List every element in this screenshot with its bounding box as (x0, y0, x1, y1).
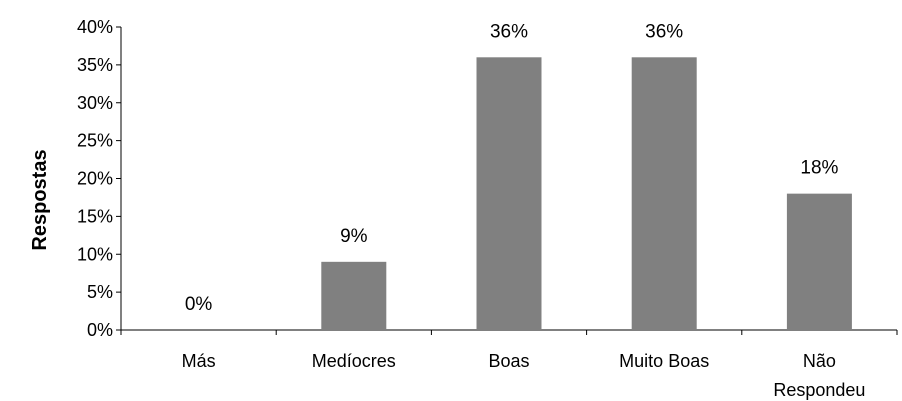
category-label: Boas (488, 351, 529, 371)
bar (321, 261, 387, 330)
bar (786, 193, 852, 330)
y-tick-label: 5% (87, 282, 113, 302)
y-axis-title-group: Respostas (29, 149, 51, 250)
y-axis-title: Respostas (29, 149, 51, 250)
y-tick-label: 35% (77, 55, 113, 75)
y-tick-label: 20% (77, 169, 113, 189)
bars (321, 57, 852, 331)
bar (631, 57, 697, 331)
category-label: Más (182, 351, 216, 371)
y-tick-label: 15% (77, 206, 113, 226)
y-tick-label: 30% (77, 93, 113, 113)
bar (476, 57, 542, 331)
data-label: 18% (800, 158, 838, 179)
data-label: 36% (490, 21, 528, 42)
category-label: Medíocres (312, 351, 396, 371)
data-label: 9% (340, 226, 368, 247)
y-tick-label: 40% (77, 17, 113, 37)
y-tick-label: 0% (87, 320, 113, 340)
category-label: Não (803, 351, 836, 371)
data-label: 0% (185, 294, 213, 315)
data-label: 36% (645, 21, 683, 42)
category-label: Muito Boas (619, 351, 709, 371)
category-label: Respondeu (773, 380, 865, 400)
labels: 0% Más 9% Medíocres 36% Boas 36% Muito Boas 18% N… (182, 21, 866, 400)
axes: 0% 5% 10% 15% 20% 25% 30% 35% 40% (77, 17, 898, 340)
y-tick-label: 10% (77, 244, 113, 264)
y-tick-label: 25% (77, 131, 113, 151)
